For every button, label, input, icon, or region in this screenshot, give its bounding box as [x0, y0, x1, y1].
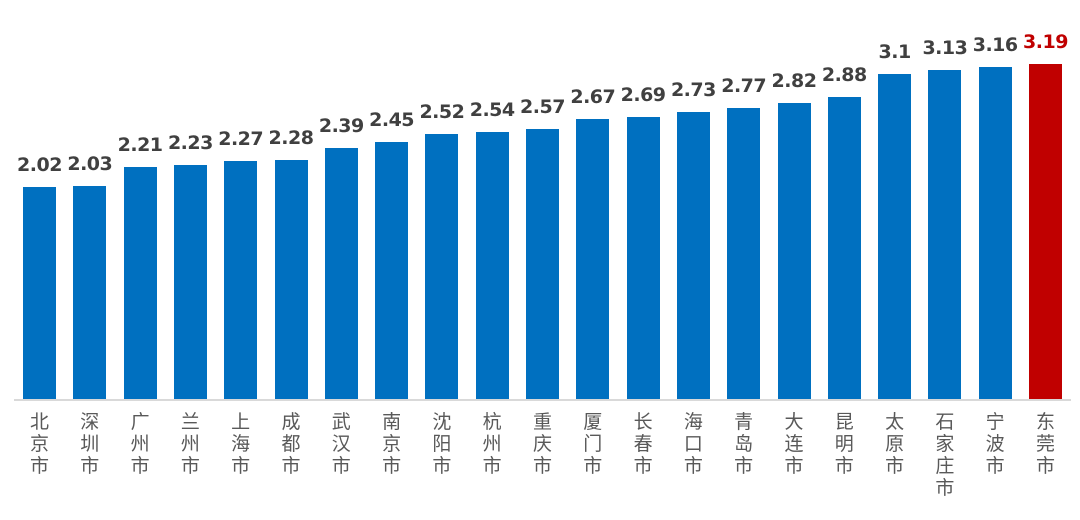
category-label: 青岛市 — [734, 411, 754, 477]
bar — [978, 67, 1012, 399]
x-axis-line — [14, 399, 1071, 401]
bar — [375, 141, 409, 399]
data-label: 2.54 — [469, 99, 515, 122]
bar — [827, 96, 861, 399]
data-label: 3.1 — [878, 40, 912, 63]
bar — [173, 164, 207, 399]
bar — [626, 116, 660, 399]
bar — [224, 160, 258, 399]
data-label: 2.52 — [419, 101, 465, 124]
category-label: 厦门市 — [583, 411, 603, 477]
bar — [727, 108, 761, 399]
category-label: 武汉市 — [331, 411, 351, 477]
bar — [123, 166, 157, 399]
bar — [576, 118, 610, 399]
bar — [878, 73, 912, 399]
category-label: 深圳市 — [80, 411, 100, 477]
data-label: 2.45 — [369, 108, 415, 131]
data-label: 2.73 — [670, 79, 716, 102]
data-label: 2.39 — [318, 115, 364, 138]
data-label: 2.57 — [520, 96, 565, 119]
category-label: 沈阳市 — [432, 411, 452, 477]
category-label: 昆明市 — [834, 411, 854, 477]
category-label: 广州市 — [130, 411, 150, 477]
category-label: 宁波市 — [985, 411, 1005, 477]
data-label: 2.88 — [821, 63, 867, 86]
category-label: 杭州市 — [482, 411, 502, 477]
category-label: 石家庄市 — [935, 411, 955, 499]
data-label: 2.02 — [17, 153, 62, 176]
data-label: 2.23 — [167, 131, 213, 154]
bar — [1029, 64, 1062, 399]
category-label: 海口市 — [683, 411, 703, 477]
data-label: 2.67 — [570, 85, 616, 108]
data-label: 3.19 — [1023, 31, 1068, 54]
category-label: 东莞市 — [1035, 411, 1055, 477]
bar — [324, 148, 358, 399]
category-label: 上海市 — [231, 411, 251, 477]
data-label: 3.13 — [922, 37, 968, 60]
data-label: 2.27 — [218, 127, 264, 150]
category-label: 南京市 — [382, 411, 402, 477]
bar — [274, 159, 308, 399]
category-label: 重庆市 — [532, 411, 552, 477]
category-label: 北京市 — [29, 411, 49, 477]
bar — [73, 185, 107, 399]
data-label: 2.82 — [771, 69, 817, 92]
data-label: 3.16 — [972, 34, 1018, 57]
bar — [526, 129, 559, 399]
bar — [676, 112, 710, 399]
bar — [23, 186, 56, 399]
bar — [475, 132, 509, 399]
category-label: 太原市 — [885, 411, 905, 477]
bar — [777, 102, 811, 399]
category-label: 成都市 — [281, 411, 301, 477]
data-label: 2.03 — [67, 152, 113, 175]
data-label: 2.21 — [117, 133, 163, 156]
category-label: 长春市 — [633, 411, 653, 477]
bar — [425, 134, 459, 399]
data-label: 2.28 — [268, 126, 314, 149]
data-label: 2.69 — [620, 83, 666, 106]
category-label: 大连市 — [784, 411, 804, 477]
bar — [928, 70, 962, 399]
data-label: 2.77 — [721, 75, 767, 98]
category-label: 兰州市 — [180, 411, 200, 477]
